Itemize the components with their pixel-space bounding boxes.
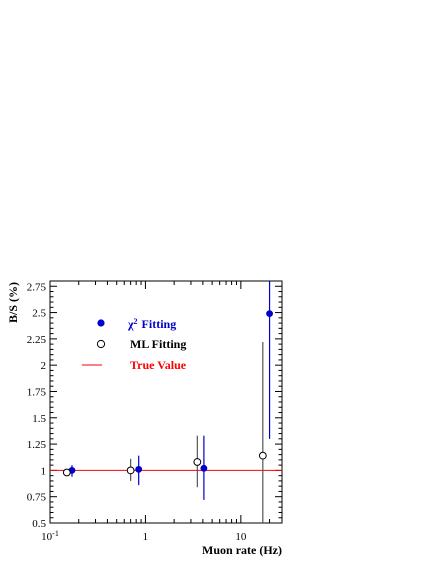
y-tick-label: 2.75 [27, 281, 47, 293]
legend-filled-circle-marker [97, 319, 105, 327]
ml-point [193, 458, 202, 466]
chi2-point [135, 465, 143, 473]
legend-chi2-name: Fitting [142, 317, 177, 331]
legend-chi2-prefix: χ [127, 317, 134, 331]
x-tick-label-base: 10 [235, 531, 247, 543]
x-tick-label-base: 1 [143, 531, 149, 543]
y-axis-title: B/S (%) [6, 282, 20, 323]
y-tick-label: 2.25 [27, 334, 47, 346]
x-tick-label-exponent: -1 [52, 529, 59, 538]
x-tick-label: 1 [143, 531, 149, 543]
legend: χ2 Fitting ML Fitting True Value [82, 317, 187, 372]
y-tick-label: 0.75 [27, 492, 47, 504]
x-tick-label: 10-1 [41, 529, 59, 544]
marks-group [62, 281, 273, 523]
x-tick-label: 10 [235, 531, 247, 543]
y-tick-label: 0.5 [32, 518, 46, 530]
y-tick-label: 2.5 [32, 308, 46, 320]
y-tick-label: 1.75 [27, 386, 47, 398]
x-axis-title: Muon rate (Hz) [202, 543, 282, 557]
chi2-point [266, 310, 273, 318]
y-tick-label: 2 [41, 360, 47, 372]
ml-point [62, 468, 71, 477]
legend-open-circle-marker [96, 339, 106, 349]
chi2-point [200, 464, 208, 472]
y-tick-label: 1.5 [32, 413, 46, 425]
legend-ml-label: ML Fitting [130, 337, 186, 351]
legend-true-value-label: True Value [130, 358, 187, 372]
ml-point [258, 451, 267, 460]
y-tick-label: 1.25 [27, 439, 47, 451]
x-tick-label-base: 10 [41, 531, 53, 543]
y-tick-label: 1 [41, 465, 47, 477]
legend-chi2-label: χ2 Fitting [127, 317, 176, 332]
legend-chi2-sup: 2 [134, 317, 138, 326]
ml-point [126, 466, 135, 475]
